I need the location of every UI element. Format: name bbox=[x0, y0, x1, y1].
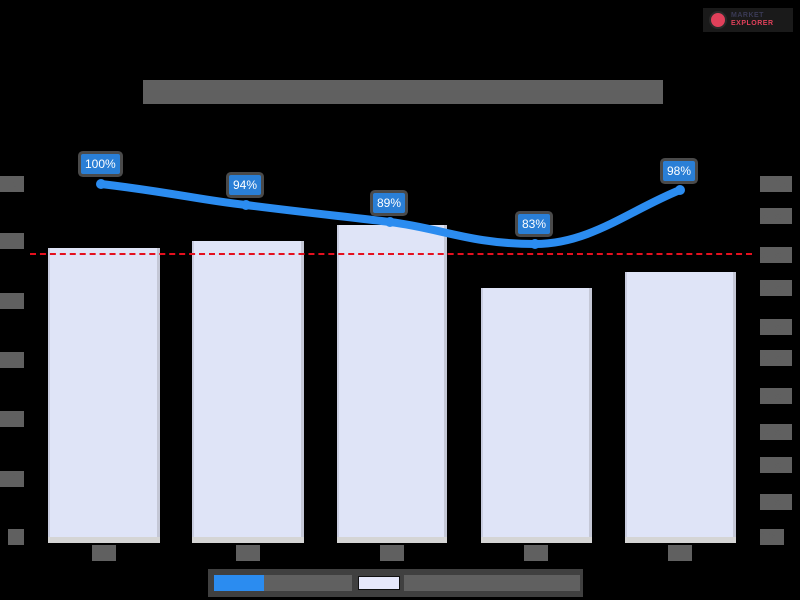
right-axis-tick: 80% bbox=[760, 247, 792, 263]
right-axis-tick: 60% bbox=[760, 319, 792, 335]
data-label: 94% bbox=[229, 175, 262, 195]
chart-title bbox=[143, 80, 663, 104]
x-axis-label bbox=[668, 545, 692, 561]
right-axis-tick: 10% bbox=[760, 494, 792, 510]
data-label: 89% bbox=[373, 193, 406, 213]
brand-logo: MARKET EXPLORER bbox=[703, 8, 793, 32]
bar-base bbox=[481, 537, 592, 543]
legend-label[interactable] bbox=[264, 575, 352, 591]
bar-base bbox=[337, 537, 447, 543]
legend-label[interactable] bbox=[404, 575, 580, 591]
right-axis-tick: 50% bbox=[760, 350, 792, 366]
left-axis-tick: 20 bbox=[0, 411, 24, 427]
legend bbox=[208, 569, 583, 597]
data-label: 98% bbox=[663, 161, 696, 181]
right-axis-tick: 100% bbox=[760, 176, 792, 192]
right-axis-tick: 20% bbox=[760, 457, 792, 473]
bar-base bbox=[625, 537, 736, 543]
bar-1 bbox=[48, 248, 160, 537]
bar-2 bbox=[192, 241, 304, 537]
data-label: 83% bbox=[518, 214, 551, 234]
bar-4 bbox=[481, 288, 592, 537]
left-axis-tick: 60 bbox=[0, 176, 24, 192]
x-axis-label bbox=[236, 545, 260, 561]
logo-line1: MARKET bbox=[731, 12, 764, 19]
bar-base bbox=[48, 537, 160, 543]
x-axis-label bbox=[380, 545, 404, 561]
bar-3 bbox=[337, 225, 447, 537]
right-axis-tick: 0% bbox=[760, 529, 784, 545]
reference-line bbox=[30, 253, 752, 255]
left-axis-tick: 30 bbox=[0, 352, 24, 368]
logo-line2: EXPLORER bbox=[731, 20, 774, 27]
bar-base bbox=[192, 537, 304, 543]
right-axis-tick: 30% bbox=[760, 424, 792, 440]
left-axis-tick: 50 bbox=[0, 233, 24, 249]
x-axis-label bbox=[92, 545, 116, 561]
bar-5 bbox=[625, 272, 736, 537]
left-axis-tick: 0 bbox=[8, 529, 24, 545]
globe-icon bbox=[709, 11, 727, 29]
x-axis-label bbox=[524, 545, 548, 561]
legend-swatch-bar[interactable] bbox=[358, 576, 400, 590]
right-axis-tick: 90% bbox=[760, 208, 792, 224]
right-axis-tick: 40% bbox=[760, 388, 792, 404]
right-axis-tick: 70% bbox=[760, 280, 792, 296]
left-axis-tick: 40 bbox=[0, 293, 24, 309]
legend-swatch-line[interactable] bbox=[214, 575, 264, 591]
left-axis-tick: 10 bbox=[0, 471, 24, 487]
data-label: 100% bbox=[81, 154, 120, 174]
